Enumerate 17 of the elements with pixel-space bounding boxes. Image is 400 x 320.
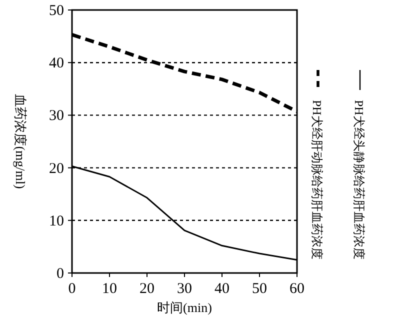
y-axis-title: 血药浓度(mg/ml) (13, 94, 28, 189)
y-tick-label: 10 (49, 213, 64, 230)
y-tick-label: 20 (49, 160, 64, 177)
x-tick-label: 10 (102, 281, 117, 297)
x-tick-label: 30 (177, 281, 192, 297)
x-tick-label: 0 (68, 281, 76, 297)
x-tick-label: 60 (290, 281, 304, 297)
legend-label: PH犬经头静脉给药肝血药浓度 (352, 100, 366, 260)
y-tick-label: 50 (49, 3, 64, 19)
x-tick-label: 50 (252, 281, 267, 297)
legend-label: PH犬经肝动脉给药肝血药浓度 (310, 100, 324, 260)
x-axis-title: 时间(min) (157, 300, 212, 315)
y-tick-label: 40 (49, 56, 64, 72)
y-tick-label: 0 (56, 266, 64, 282)
x-tick-label: 20 (140, 281, 154, 297)
x-tick-label: 40 (214, 281, 230, 297)
y-tick-label: 30 (49, 108, 64, 124)
